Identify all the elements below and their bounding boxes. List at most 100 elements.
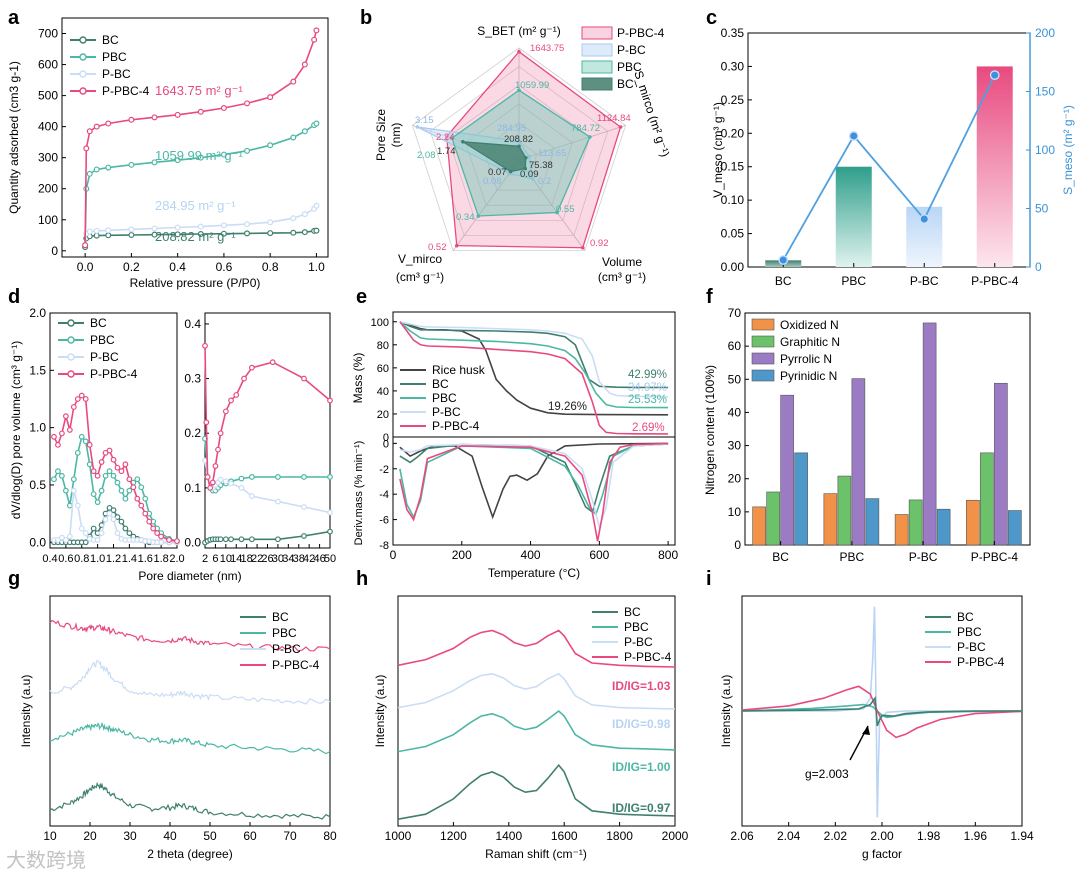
- x-tick-label: 1800: [606, 829, 633, 843]
- y-tick-label: 40: [728, 405, 742, 419]
- data-point-P-PBC-4: [122, 461, 129, 468]
- deriv-line-P-PBC-4: [399, 442, 669, 542]
- radar-value-label: 1.74: [437, 146, 456, 157]
- data-point-P-PBC-4: [98, 459, 105, 465]
- legend-swatch-Pyrinidic-N: [751, 369, 775, 382]
- data-point-P-BC: [94, 537, 101, 543]
- x-tick-label: 34: [282, 553, 294, 565]
- radar-vertex-BC: [523, 166, 528, 171]
- data-point-P-PBC-4: [301, 61, 308, 68]
- data-point-PBC: [114, 479, 121, 486]
- data-point-PBC: [301, 128, 308, 135]
- data-point-BC: [126, 530, 133, 536]
- legend-label-PBC: PBC: [90, 333, 115, 347]
- data-point-PBC: [70, 476, 77, 483]
- y-tick-label: 0.35: [721, 26, 745, 40]
- mass-line-PBC: [399, 321, 669, 409]
- data-point-PBC: [51, 476, 57, 483]
- x-tick-label: 2.02: [824, 829, 848, 843]
- data-point-P-PBC-4: [66, 427, 73, 433]
- data-point-BC: [90, 525, 97, 532]
- x-tick-label: 1.8: [153, 553, 168, 565]
- data-point-BC: [228, 536, 234, 543]
- data-point-PBC: [290, 134, 297, 141]
- data-point-P-PBC-4: [301, 375, 307, 382]
- x-tick-label: 2.0: [169, 553, 184, 565]
- data-point-P-BC: [244, 221, 251, 228]
- legend-label-PBC: PBC: [272, 626, 297, 640]
- radar-vertex-BC: [508, 169, 513, 174]
- data-point-P-BC: [197, 223, 204, 230]
- data-point-P-BC: [110, 516, 117, 523]
- y-tick-label: 2.0: [29, 306, 46, 320]
- mass-line-P-BC: [399, 321, 669, 398]
- radar-vertex-BC: [517, 144, 521, 149]
- data-point-P-BC: [102, 516, 109, 523]
- data-point-P-PBC-4: [241, 375, 247, 382]
- data-point-PBC: [105, 164, 112, 171]
- data-point-S_meso: [919, 214, 930, 224]
- x-tick-label: 50: [203, 829, 217, 843]
- x-tick-label: 1.98: [917, 829, 941, 843]
- annotation-text: 284.95 m² g⁻¹: [155, 198, 236, 213]
- data-point-P-PBC-4: [118, 468, 125, 475]
- radar-value-label: 75.38: [529, 160, 553, 171]
- y-tick-label: -2: [379, 464, 389, 476]
- data-point-P-PBC-4: [126, 476, 133, 483]
- y-tick-label: 40: [377, 386, 389, 398]
- bar-Graphitic-N-P-BC: [908, 499, 923, 546]
- y2-tick-label: 200: [1035, 26, 1055, 40]
- radar-vertex-P-PBC-4: [580, 245, 585, 250]
- y-axis-label-top: Mass (%): [351, 353, 365, 404]
- y-tick-label: 0.15: [721, 160, 745, 174]
- x-tick-label: P-PBC-4: [971, 550, 1019, 564]
- radar-grid-ring: [412, 47, 626, 252]
- bar-Pyrinidic-N-P-BC: [936, 508, 951, 546]
- legend-label-Pyrrolic-N: Pyrrolic N: [780, 352, 832, 366]
- y-tick-label: 0.30: [721, 59, 745, 73]
- y-tick-label: 60: [377, 363, 389, 375]
- radar-vertex-BC: [524, 155, 528, 160]
- y-tick-label: 1.0: [29, 421, 46, 435]
- bar-Oxidized-N-P-BC: [894, 514, 909, 546]
- data-point-PBC: [62, 487, 69, 494]
- x-tick-label: 600: [589, 548, 609, 562]
- x-tick-label: 2.00: [870, 829, 894, 843]
- y-tick-label: 0.10: [721, 193, 745, 207]
- y-tick-label: 20: [728, 472, 742, 486]
- data-point-BC: [220, 230, 227, 237]
- radar-grid-ring: [429, 66, 609, 236]
- data-point-P-PBC-4: [154, 530, 161, 536]
- data-point-P-PBC-4: [55, 441, 61, 448]
- data-point-P-PBC-4: [233, 392, 240, 398]
- bar-PBC: [835, 166, 872, 267]
- y2-tick-label: 0: [1035, 260, 1042, 274]
- data-point-PBC: [110, 472, 117, 479]
- y-tick-label: 600: [38, 58, 58, 72]
- y-tick-label: 50: [728, 372, 742, 386]
- data-point-PBC: [86, 170, 93, 177]
- radar-value-label: 284.95: [497, 123, 526, 134]
- y-tick-label: 0.3: [184, 372, 201, 386]
- data-point-PBC: [238, 475, 245, 482]
- data-point-P-PBC-4: [83, 145, 90, 152]
- panel-letter-h: h: [356, 568, 368, 590]
- radar-vertex-P-BC: [531, 177, 535, 181]
- y2-tick-label: 150: [1035, 85, 1055, 99]
- legend-marker-P-BC: [79, 70, 87, 78]
- data-point-P-PBC-4: [86, 441, 93, 448]
- annotation-text: 2.69%: [632, 422, 665, 434]
- x-axis-label: Raman shift (cm⁻¹): [485, 847, 587, 861]
- y-axis-label: dV/dlog(D) pore volume (cm³ g⁻¹): [9, 341, 23, 519]
- radar-vertex-P-PBC-4: [618, 125, 623, 129]
- plot-frame: [744, 312, 1031, 546]
- radar-axis-title: S_BET (m² g⁻¹): [477, 24, 560, 38]
- annotation-text: 1059.99 m² g⁻¹: [155, 148, 243, 163]
- data-point-P-BC: [151, 225, 158, 232]
- x-tick-label: 0.0: [77, 260, 94, 274]
- x-tick-label: 400: [521, 548, 541, 562]
- data-point-PBC: [106, 468, 113, 475]
- legend-label-P-PBC-4: P-PBC-4: [90, 367, 138, 381]
- data-point-P-PBC-4: [51, 433, 57, 440]
